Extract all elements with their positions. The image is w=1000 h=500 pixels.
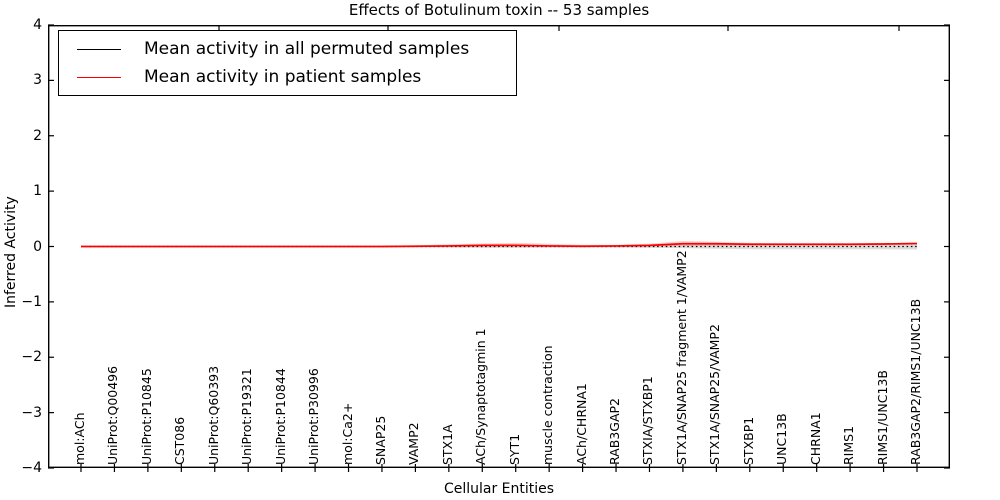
x-tick-label: UNC13B <box>774 413 790 465</box>
plot-area <box>47 24 950 472</box>
permuted-line-sample-icon <box>77 48 121 50</box>
x-tick-label: STX1A <box>439 424 455 465</box>
x-tick-label: SYT1 <box>506 433 522 465</box>
x-tick-label: STX1A/SNAP25 fragment 1/VAMP2 <box>673 250 689 465</box>
x-tick-label: UniProt:P10845 <box>138 368 154 465</box>
x-tick-label: UniProt:P30996 <box>306 368 322 465</box>
y-tick-label: 0 <box>33 238 42 255</box>
confidence-band <box>81 240 917 247</box>
x-tick-label: mol:Ca2+ <box>339 402 355 465</box>
x-tick-label: CST086 <box>172 416 188 465</box>
x-tick-label: UniProt:Q00496 <box>105 365 121 465</box>
x-tick-label: ACh/Synaptotagmin 1 <box>473 328 489 465</box>
x-tick-label: RIMS1/UNC13B <box>874 370 890 465</box>
y-tick-label: 4 <box>33 17 42 33</box>
x-tick-label: RAB3GAP2 <box>607 398 623 465</box>
y-tick-label: −3 <box>21 404 42 421</box>
legend-item-patient: Mean activity in patient samples <box>59 67 516 87</box>
x-tick-label: VAMP2 <box>406 422 422 465</box>
patient-line-sample-icon <box>77 76 121 78</box>
legend-label-permuted: Mean activity in all permuted samples <box>144 39 470 59</box>
x-tick-label: STXBP1 <box>740 416 756 465</box>
x-tick-label: STX1A/SNAP25/VAMP2 <box>707 324 723 465</box>
y-tick-label: −4 <box>21 460 42 476</box>
y-tick-label: 1 <box>33 183 42 200</box>
y-tick-label: −2 <box>21 349 42 366</box>
legend-item-permuted: Mean activity in all permuted samples <box>59 39 516 59</box>
x-tick-label: RIMS1 <box>841 425 857 465</box>
x-tick-label: mol:ACh <box>72 412 87 466</box>
x-tick-label: UniProt:P10844 <box>272 368 288 465</box>
y-tick-label: 2 <box>33 127 42 144</box>
legend-label-patient: Mean activity in patient samples <box>144 67 422 87</box>
y-tick-label: 3 <box>33 72 42 89</box>
x-tick-label: ACh/CHRNA1 <box>573 383 589 465</box>
chart-title: Effects of Botulinum toxin -- 53 samples <box>348 1 650 19</box>
y-tick-label: −1 <box>21 293 42 310</box>
x-tick-label: CHRNA1 <box>807 412 823 465</box>
x-tick-label: STXIA/STXBP1 <box>640 376 656 465</box>
x-axis-label: Cellular Entities <box>443 481 555 497</box>
x-tick-label: UniProt:P19321 <box>239 368 255 465</box>
legend: Mean activity in all permuted samples Me… <box>58 30 517 96</box>
x-tick-label: muscle contraction <box>540 345 556 465</box>
x-tick-label: RAB3GAP2/RIMS1/UNC13B <box>908 298 923 465</box>
series-line <box>81 242 918 248</box>
x-tick-label: SNAP25 <box>372 415 388 465</box>
x-tick-label: UniProt:Q60393 <box>205 365 221 465</box>
